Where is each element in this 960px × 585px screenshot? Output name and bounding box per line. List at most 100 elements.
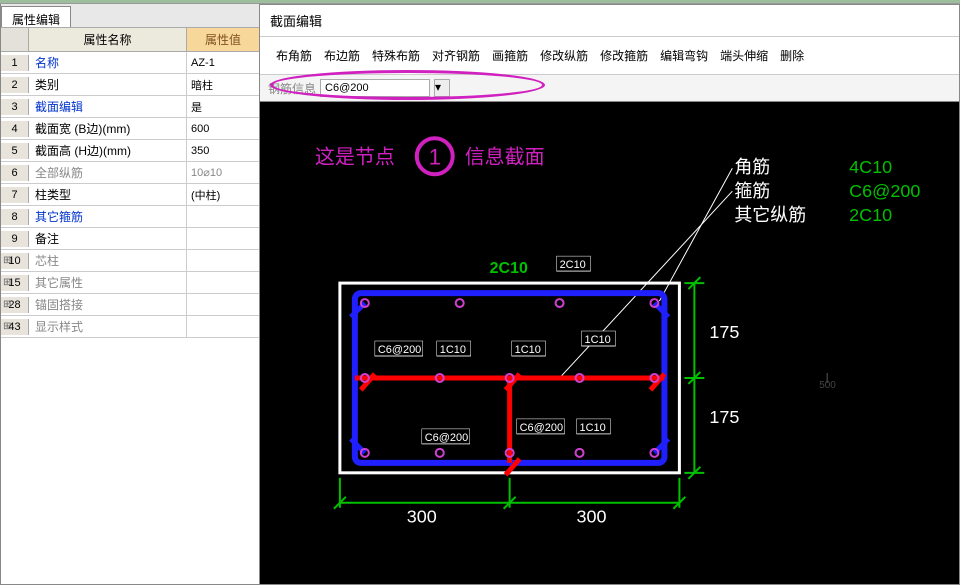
row-value[interactable] <box>187 281 259 285</box>
row-value[interactable] <box>187 237 259 241</box>
svg-text:信息截面: 信息截面 <box>465 145 545 168</box>
toolbar-item[interactable]: 端头伸缩 <box>714 43 774 68</box>
canvas-area[interactable]: 这是节点1信息截面角筋4C10箍筋C6@200其它纵筋2C102C102C10C… <box>260 102 959 584</box>
property-row[interactable]: 8其它箍筋 <box>1 206 259 228</box>
toolbar-item[interactable]: 修改箍筋 <box>594 43 654 68</box>
property-row[interactable]: 2类别暗柱 <box>1 74 259 96</box>
header-name: 属性名称 <box>29 28 187 51</box>
row-index: 4 <box>1 121 29 137</box>
property-row[interactable]: ⊞28锚固搭接 <box>1 294 259 316</box>
svg-text:2C10: 2C10 <box>849 205 892 225</box>
row-name: 备注 <box>29 228 187 249</box>
toolbar-item[interactable]: 修改纵筋 <box>534 43 594 68</box>
toolbar-item[interactable]: 特殊布筋 <box>366 43 426 68</box>
svg-text:500: 500 <box>819 380 836 391</box>
svg-text:1C10: 1C10 <box>580 422 606 434</box>
svg-text:300: 300 <box>407 507 437 527</box>
row-name: 其它箍筋 <box>29 206 187 227</box>
property-row[interactable]: 6全部纵筋10⌀10 <box>1 162 259 184</box>
svg-text:2C10: 2C10 <box>490 260 528 277</box>
property-row[interactable]: 9备注 <box>1 228 259 250</box>
row-index: ⊞15 <box>1 275 29 291</box>
row-value[interactable]: 600 <box>187 121 259 137</box>
svg-text:其它纵筋: 其它纵筋 <box>734 205 806 225</box>
svg-text:C6@200: C6@200 <box>378 344 421 356</box>
svg-text:4C10: 4C10 <box>849 157 892 177</box>
row-value[interactable]: 是 <box>187 97 259 117</box>
row-index: 1 <box>1 55 29 71</box>
svg-text:C6@200: C6@200 <box>849 181 920 201</box>
row-value[interactable]: 350 <box>187 143 259 159</box>
row-name: 截面编辑 <box>29 96 187 117</box>
row-index: 2 <box>1 77 29 93</box>
svg-text:角筋: 角筋 <box>734 157 770 177</box>
row-name: 类别 <box>29 74 187 95</box>
row-value[interactable]: 暗柱 <box>187 75 259 95</box>
toolbar-item[interactable]: 布角筋 <box>270 43 318 68</box>
property-header: 属性名称 属性值 <box>1 28 259 52</box>
row-value[interactable] <box>187 259 259 263</box>
row-index: 5 <box>1 143 29 159</box>
svg-text:175: 175 <box>709 322 739 342</box>
toolbar-item[interactable]: 删除 <box>774 43 810 68</box>
svg-text:175: 175 <box>709 407 739 427</box>
svg-text:1: 1 <box>429 144 441 169</box>
row-name: 其它属性 <box>29 272 187 293</box>
property-grid: 属性名称 属性值 1名称AZ-12类别暗柱3截面编辑是4截面宽 (B边)(mm)… <box>1 28 259 584</box>
rebar-info-input[interactable] <box>320 79 430 97</box>
toolbar-item[interactable]: 对齐钢筋 <box>426 43 486 68</box>
info-label: 钢筋信息 <box>268 80 316 97</box>
property-row[interactable]: ⊞10芯柱 <box>1 250 259 272</box>
row-name: 截面宽 (B边)(mm) <box>29 118 187 139</box>
dropdown-button[interactable]: ▾ <box>434 79 450 97</box>
section-title: 截面编辑 <box>260 5 959 37</box>
property-row[interactable]: 3截面编辑是 <box>1 96 259 118</box>
property-row[interactable]: 5截面高 (H边)(mm)350 <box>1 140 259 162</box>
toolbar-item[interactable]: 画箍筋 <box>486 43 534 68</box>
row-name: 截面高 (H边)(mm) <box>29 140 187 161</box>
svg-text:1C10: 1C10 <box>585 334 611 346</box>
row-index: 8 <box>1 209 29 225</box>
toolbar-item[interactable]: 布边筋 <box>318 43 366 68</box>
expand-icon[interactable]: ⊞ <box>3 255 11 266</box>
header-value: 属性值 <box>187 28 259 51</box>
row-index: ⊞43 <box>1 319 29 335</box>
svg-text:箍筋: 箍筋 <box>734 181 770 201</box>
row-name: 显示样式 <box>29 316 187 337</box>
section-diagram: 这是节点1信息截面角筋4C10箍筋C6@200其它纵筋2C102C102C10C… <box>260 102 959 584</box>
row-index: 7 <box>1 187 29 203</box>
right-panel: 截面编辑 布角筋布边筋特殊布筋对齐钢筋画箍筋修改纵筋修改箍筋编辑弯钩端头伸缩删除… <box>260 4 960 585</box>
row-index: ⊞10 <box>1 253 29 269</box>
row-value[interactable]: 10⌀10 <box>187 164 259 181</box>
row-value[interactable]: (中柱) <box>187 185 259 205</box>
row-value[interactable] <box>187 215 259 219</box>
row-name: 锚固搭接 <box>29 294 187 315</box>
property-row[interactable]: 1名称AZ-1 <box>1 52 259 74</box>
expand-icon[interactable]: ⊞ <box>3 277 11 288</box>
expand-icon[interactable]: ⊞ <box>3 321 11 332</box>
property-row[interactable]: 7柱类型(中柱) <box>1 184 259 206</box>
row-name: 柱类型 <box>29 184 187 205</box>
row-index: 6 <box>1 165 29 181</box>
row-index: 9 <box>1 231 29 247</box>
svg-text:2C10: 2C10 <box>560 259 586 271</box>
toolbar: 布角筋布边筋特殊布筋对齐钢筋画箍筋修改纵筋修改箍筋编辑弯钩端头伸缩删除 <box>260 37 959 74</box>
main-container: 属性编辑 属性名称 属性值 1名称AZ-12类别暗柱3截面编辑是4截面宽 (B边… <box>0 4 960 585</box>
tab-strip: 属性编辑 <box>1 4 259 28</box>
svg-text:300: 300 <box>577 507 607 527</box>
property-row[interactable]: ⊞15其它属性 <box>1 272 259 294</box>
row-index: ⊞28 <box>1 297 29 313</box>
row-value[interactable]: AZ-1 <box>187 55 259 71</box>
left-panel: 属性编辑 属性名称 属性值 1名称AZ-12类别暗柱3截面编辑是4截面宽 (B边… <box>0 4 260 585</box>
tab-property-edit[interactable]: 属性编辑 <box>1 6 71 27</box>
property-row[interactable]: ⊞43显示样式 <box>1 316 259 338</box>
row-name: 芯柱 <box>29 250 187 271</box>
info-bar: 钢筋信息 ▾ <box>260 74 959 102</box>
toolbar-item[interactable]: 编辑弯钩 <box>654 43 714 68</box>
property-row[interactable]: 4截面宽 (B边)(mm)600 <box>1 118 259 140</box>
svg-text:C6@200: C6@200 <box>425 432 468 444</box>
expand-icon[interactable]: ⊞ <box>3 299 11 310</box>
row-value[interactable] <box>187 303 259 307</box>
row-value[interactable] <box>187 325 259 329</box>
row-name: 全部纵筋 <box>29 162 187 183</box>
